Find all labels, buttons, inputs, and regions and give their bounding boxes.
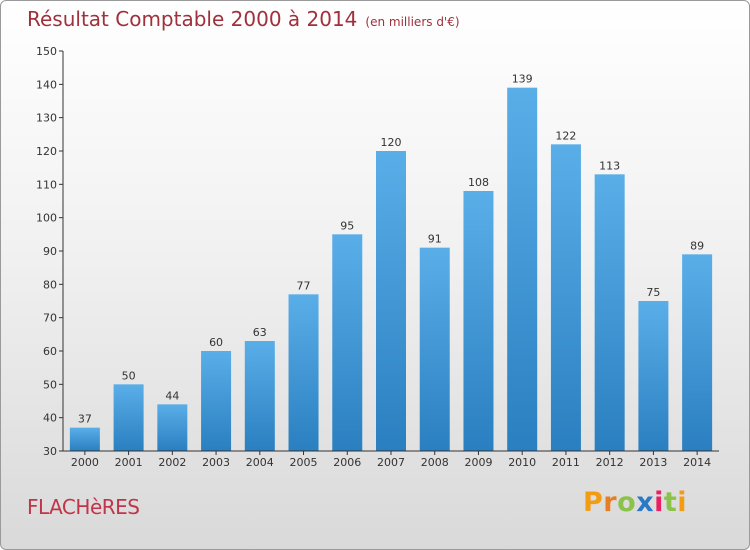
- axes-group: 30 40 50 60 70 80 90 100 110 120 130 140 150 2000 2001…: [36, 45, 719, 469]
- logo-letter: o: [617, 487, 637, 518]
- x-tick-label: 2005: [290, 456, 318, 469]
- y-tick-label: 110: [36, 178, 57, 191]
- bar-value-label: 50: [122, 369, 136, 382]
- bar: [244, 341, 275, 451]
- bar: [463, 191, 494, 451]
- bar-value-label: 108: [468, 176, 489, 189]
- bar: [419, 247, 450, 451]
- chart-subtitle: (en milliers d'€): [365, 15, 460, 29]
- bar: [376, 151, 406, 451]
- bar-value-label: 120: [381, 136, 402, 149]
- x-tick-label: 2002: [158, 456, 186, 469]
- bar: [201, 351, 232, 451]
- proxiti-logo: Proxiti: [583, 487, 687, 518]
- bar-value-label: 77: [297, 279, 311, 292]
- bar: [113, 384, 144, 451]
- bar: [69, 427, 100, 451]
- logo-letter: r: [603, 487, 618, 518]
- chart-title: Résultat Comptable 2000 à 2014: [27, 7, 358, 31]
- chart-title-block: Résultat Comptable 2000 à 2014 (en millie…: [27, 7, 460, 31]
- logo-letter: x: [636, 487, 655, 518]
- bar: [332, 234, 363, 451]
- bar-value-label: 95: [340, 219, 354, 232]
- y-tick-label: 120: [36, 145, 57, 158]
- x-tick-label: 2011: [552, 456, 580, 469]
- bar: [507, 87, 538, 452]
- y-tick-label: 100: [36, 212, 57, 225]
- bar-value-label: 122: [555, 129, 576, 142]
- y-tick-label: 60: [43, 345, 57, 358]
- x-tick-label: 2006: [333, 456, 361, 469]
- bar-value-label: 113: [599, 159, 620, 172]
- logo-letter: P: [583, 487, 604, 518]
- y-tick-label: 50: [43, 378, 57, 391]
- bar-value-label: 63: [253, 326, 267, 339]
- y-tick-label: 30: [43, 445, 57, 458]
- bar-value-label: 37: [78, 413, 92, 426]
- x-tick-label: 2004: [246, 456, 274, 469]
- logo-letter: t: [663, 487, 678, 518]
- logo-letter: i: [654, 487, 664, 518]
- bar: [288, 294, 319, 451]
- bar-value-label: 44: [165, 389, 179, 402]
- bar: [550, 144, 581, 452]
- x-tick-label: 2012: [596, 456, 624, 469]
- bar-value-label: 89: [690, 239, 704, 252]
- x-tick-label: 2001: [115, 456, 143, 469]
- bar-value-label: 139: [512, 73, 533, 86]
- y-tick-label: 130: [36, 112, 57, 125]
- commune-name: FLACHèRES: [27, 495, 140, 519]
- x-tick-label: 2013: [639, 456, 667, 469]
- logo-letter: i: [677, 487, 688, 518]
- bar-value-label: 91: [428, 233, 442, 246]
- x-tick-label: 2009: [464, 456, 492, 469]
- x-tick-label: 2008: [421, 456, 449, 469]
- y-tick-label: 150: [36, 45, 57, 58]
- x-tick-label: 2014: [683, 456, 711, 469]
- bar: [157, 404, 188, 451]
- x-tick-label: 2003: [202, 456, 230, 469]
- x-tick-label: 2007: [377, 456, 405, 469]
- y-tick-label: 140: [36, 78, 57, 91]
- y-tick-label: 40: [43, 412, 57, 425]
- bar-value-label: 75: [646, 286, 660, 299]
- bars-group: 37 50 44 60 63 77 95 120 91 108 139 122 113 75 89: [69, 73, 713, 452]
- bar: [638, 301, 669, 451]
- y-tick-label: 90: [43, 245, 57, 258]
- y-tick-label: 80: [43, 278, 57, 291]
- bar: [594, 174, 625, 452]
- bar: [682, 254, 713, 451]
- x-tick-label: 2000: [71, 456, 99, 469]
- x-tick-label: 2010: [508, 456, 536, 469]
- bar-value-label: 60: [209, 336, 223, 349]
- y-tick-label: 70: [43, 312, 57, 325]
